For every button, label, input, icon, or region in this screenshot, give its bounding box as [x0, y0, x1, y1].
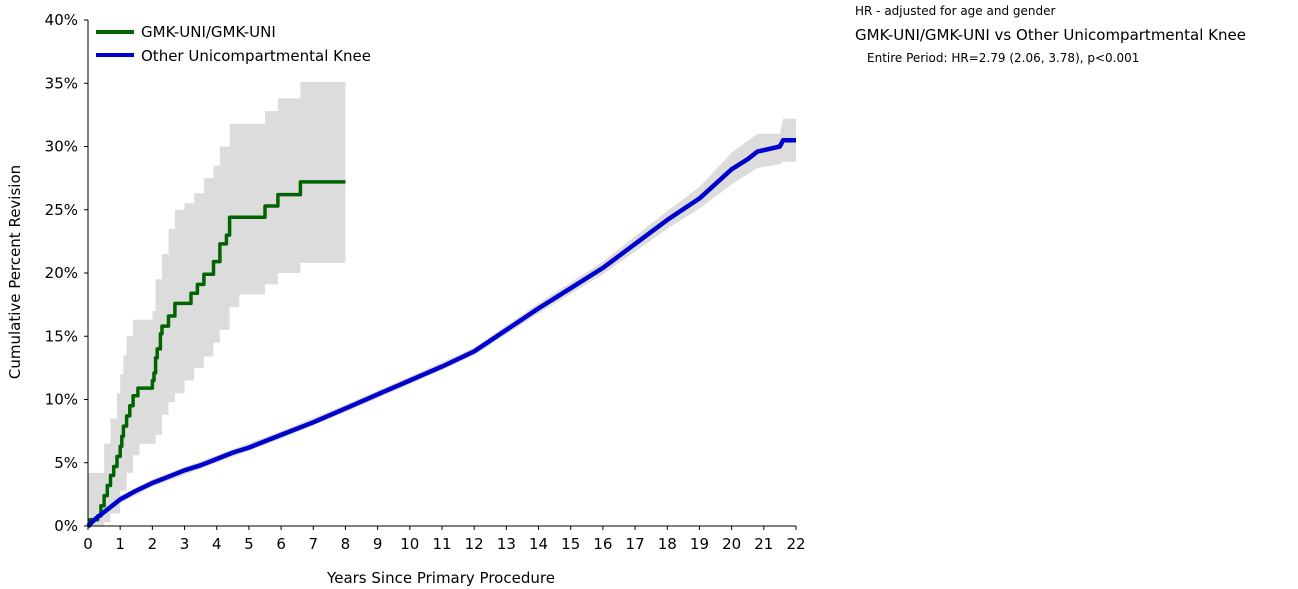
x-axis-title: Years Since Primary Procedure [326, 569, 555, 587]
x-tick-label: 9 [373, 535, 383, 553]
x-tick-label: 1 [115, 535, 125, 553]
confidence-bands [88, 82, 796, 526]
x-tick-label: 20 [722, 535, 741, 553]
x-tick-label: 16 [593, 535, 612, 553]
x-tick-label: 10 [400, 535, 419, 553]
x-tick-label: 2 [148, 535, 158, 553]
y-tick-label: 35% [45, 74, 78, 92]
y-tick-label: 40% [45, 11, 78, 29]
series-line-1 [86, 137, 796, 528]
x-axis-ticks: 0 1 2 3 4 5 6 7 8 9 10 11 12 13 14 15 16 17 18 19 20 21 22 [83, 526, 806, 553]
y-axis-title: Cumulative Percent Revision [6, 165, 24, 379]
x-tick-label: 6 [276, 535, 286, 553]
legend-label-gmk: GMK-UNI/GMK-UNI [141, 23, 276, 41]
x-tick-label: 12 [465, 535, 484, 553]
x-tick-label: 18 [658, 535, 677, 553]
hazard-ratio-notes: HR - adjusted for age and gender GMK-UNI… [855, 2, 1298, 67]
x-tick-label: 21 [754, 535, 773, 553]
hr-adjustment-note: HR - adjusted for age and gender [855, 4, 1056, 18]
y-tick-label: 30% [45, 138, 78, 156]
km-chart: 0 1 2 3 4 5 6 7 8 9 10 11 12 13 14 15 16 17 18 19 20 21 22 0%5… [6, 11, 806, 587]
x-tick-label: 11 [432, 535, 451, 553]
series-lines [86, 137, 796, 528]
x-tick-label: 13 [497, 535, 516, 553]
x-tick-label: 22 [786, 535, 805, 553]
x-tick-label: 0 [83, 535, 93, 553]
series-line-0 [87, 180, 346, 528]
legend-label-other: Other Unicompartmental Knee [141, 47, 371, 65]
y-tick-label: 0% [54, 517, 78, 535]
y-tick-label: 5% [54, 454, 78, 472]
comparison-title: GMK-UNI/GMK-UNI vs Other Unicompartmenta… [855, 26, 1246, 44]
x-tick-label: 19 [690, 535, 709, 553]
x-tick-label: 17 [626, 535, 645, 553]
x-tick-label: 15 [561, 535, 580, 553]
x-tick-label: 14 [529, 535, 548, 553]
x-tick-label: 7 [308, 535, 318, 553]
y-tick-label: 10% [45, 391, 78, 409]
y-tick-label: 25% [45, 201, 78, 219]
x-tick-label: 8 [341, 535, 351, 553]
x-tick-label: 3 [180, 535, 190, 553]
y-tick-label: 20% [45, 264, 78, 282]
y-axis-ticks: 0% 5% 10% 15% 20% 25% 30% 35% 40% [45, 11, 88, 535]
x-tick-label: 5 [244, 535, 254, 553]
x-tick-label: 4 [212, 535, 222, 553]
y-tick-label: 15% [45, 327, 78, 345]
legend: GMK-UNI/GMK-UNI Other Unicompartmental K… [96, 23, 371, 65]
hazard-ratio-entire-period: Entire Period: HR=2.79 (2.06, 3.78), p<0… [867, 51, 1140, 65]
